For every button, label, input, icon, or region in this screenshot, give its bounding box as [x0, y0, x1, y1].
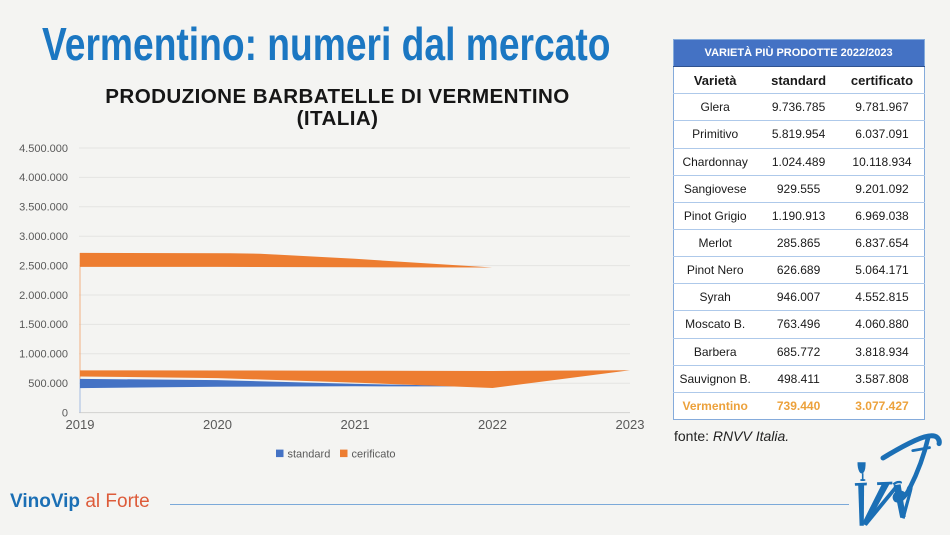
svg-text:2.000.000: 2.000.000: [19, 290, 68, 302]
svg-text:2020: 2020: [203, 417, 232, 432]
svg-text:2021: 2021: [341, 417, 370, 432]
svg-text:2023: 2023: [616, 417, 645, 432]
svg-text:2.500.000: 2.500.000: [19, 260, 68, 272]
svg-text:cerificato: cerificato: [352, 448, 396, 460]
svg-text:2019: 2019: [66, 417, 95, 432]
svg-text:0: 0: [62, 407, 68, 419]
svg-text:4.000.000: 4.000.000: [19, 172, 68, 184]
svg-text:2022: 2022: [478, 417, 507, 432]
svg-text:4.500.000: 4.500.000: [19, 143, 68, 155]
svg-text:standard: standard: [288, 448, 331, 460]
svg-text:1.000.000: 1.000.000: [19, 349, 68, 361]
svg-text:1.500.000: 1.500.000: [19, 319, 68, 331]
svg-text:3.500.000: 3.500.000: [19, 202, 68, 214]
svg-text:3.000.000: 3.000.000: [19, 231, 68, 243]
svg-text:500.000: 500.000: [28, 378, 68, 390]
